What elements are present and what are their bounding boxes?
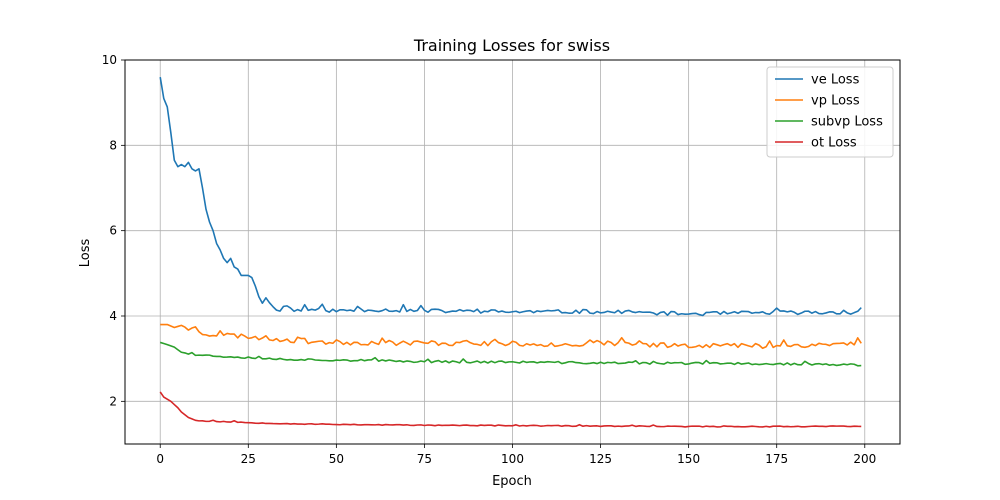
series-line xyxy=(160,323,862,350)
x-tick-label: 50 xyxy=(329,452,344,466)
x-tick-label: 125 xyxy=(589,452,612,466)
x-tick-label: 175 xyxy=(765,452,788,466)
legend-label: subvp Loss xyxy=(811,115,883,130)
legend: ve Loss vp Loss subvp Loss ot Loss xyxy=(766,66,894,158)
x-tick-label: 0 xyxy=(156,452,164,466)
x-tick-label: 25 xyxy=(241,452,256,466)
y-tick-label: 6 xyxy=(109,224,117,238)
series-line xyxy=(159,341,862,367)
series-layer xyxy=(159,76,862,428)
y-tick-label: 2 xyxy=(109,394,117,408)
legend-label: ot Loss xyxy=(811,136,857,151)
x-axis-label: Epoch xyxy=(492,474,532,489)
x-axis-ticks: 0 25 50 75 100 125 150 175 200 xyxy=(156,444,876,466)
x-tick-label: 75 xyxy=(417,452,432,466)
x-tick-label: 100 xyxy=(501,452,524,466)
chart-title: Training Losses for swiss xyxy=(413,36,610,55)
x-tick-label: 200 xyxy=(853,452,876,466)
y-axis-label: Loss xyxy=(78,239,93,268)
y-tick-label: 4 xyxy=(109,309,117,323)
legend-box xyxy=(766,66,894,158)
legend-label: vp Loss xyxy=(811,94,860,109)
x-tick-label: 150 xyxy=(677,452,700,466)
y-axis-ticks: 2 4 6 8 10 xyxy=(102,53,125,408)
series-line xyxy=(159,76,862,317)
y-tick-label: 8 xyxy=(109,138,117,152)
y-tick-label: 10 xyxy=(102,53,117,67)
legend-label: ve Loss xyxy=(811,73,860,88)
series-line xyxy=(159,391,862,428)
